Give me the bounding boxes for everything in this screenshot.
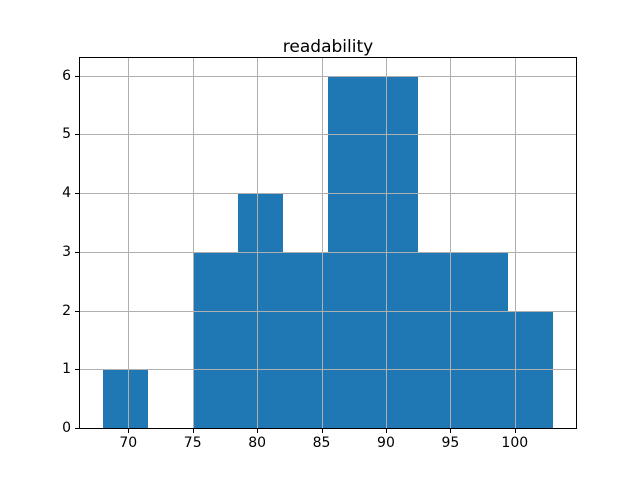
gridline-horizontal <box>80 76 576 77</box>
x-tick-label: 100 <box>501 435 529 451</box>
y-tick-label: 1 <box>62 361 71 378</box>
histogram-bar <box>418 251 464 428</box>
x-tick-label: 80 <box>248 435 267 451</box>
y-tick-mark <box>75 193 79 194</box>
gridline-horizontal <box>80 193 576 194</box>
gridline-horizontal <box>80 134 576 135</box>
plot-area <box>79 57 577 429</box>
x-tick-mark <box>450 429 451 433</box>
gridline-vertical <box>322 58 323 428</box>
y-tick-label: 5 <box>62 126 71 143</box>
y-tick-label: 6 <box>62 67 71 84</box>
y-tick-mark <box>75 311 79 312</box>
x-tick-label: 85 <box>312 435 331 451</box>
gridline-vertical <box>193 58 194 428</box>
y-tick-label: 3 <box>62 243 71 260</box>
x-tick-mark <box>515 429 516 433</box>
grid-layer <box>80 58 576 428</box>
y-tick-mark <box>75 76 79 77</box>
histogram-bar <box>102 369 148 428</box>
y-tick-label: 4 <box>62 185 71 202</box>
x-tick-label: 70 <box>119 435 138 451</box>
chart-title: readability <box>282 37 374 57</box>
x-tick-mark <box>128 429 129 433</box>
gridline-vertical <box>386 58 387 428</box>
y-tick-mark <box>75 134 79 135</box>
histogram-bar <box>463 251 509 428</box>
y-tick-mark <box>75 428 79 429</box>
histogram-bar <box>282 251 328 428</box>
gridline-vertical <box>450 58 451 428</box>
y-tick-mark <box>75 369 79 370</box>
histogram-bar <box>237 193 283 428</box>
y-tick-mark <box>75 252 79 253</box>
gridline-vertical <box>128 58 129 428</box>
x-tick-mark <box>322 429 323 433</box>
x-tick-label: 95 <box>441 435 460 451</box>
gridline-horizontal <box>80 252 576 253</box>
x-tick-mark <box>386 429 387 433</box>
histogram-bar <box>192 251 238 428</box>
x-tick-mark <box>193 429 194 433</box>
y-tick-label: 2 <box>62 302 71 319</box>
y-tick-label: 0 <box>62 420 71 436</box>
gridline-vertical <box>257 58 258 428</box>
gridline-horizontal <box>80 311 576 312</box>
gridline-vertical <box>515 58 516 428</box>
x-tick-label: 75 <box>183 435 202 451</box>
x-tick-label: 90 <box>377 435 395 451</box>
x-tick-mark <box>257 429 258 433</box>
gridline-horizontal <box>80 369 576 370</box>
